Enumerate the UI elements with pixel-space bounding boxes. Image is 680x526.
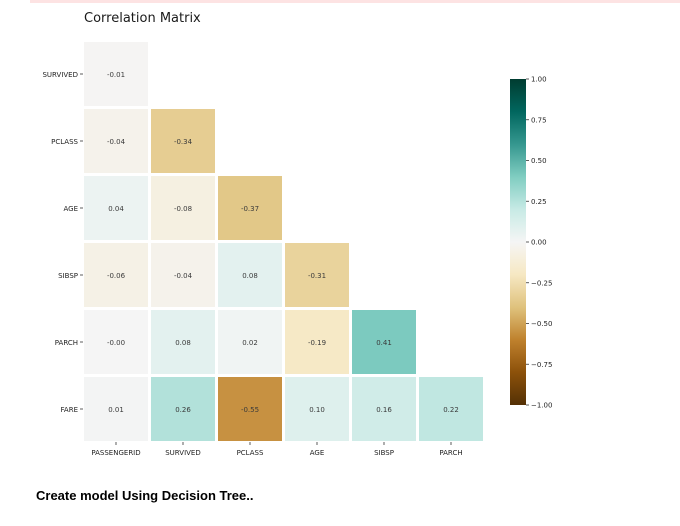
column-label: PASSENGERID <box>91 449 140 457</box>
cell-value-label: 0.02 <box>242 339 258 347</box>
cell-value-label: 0.08 <box>175 339 191 347</box>
heatmap-cell <box>419 377 483 441</box>
colorbar-gradient <box>510 79 526 405</box>
cell-value-label: -0.04 <box>107 138 126 146</box>
cell-value-label: -0.06 <box>107 272 126 280</box>
column-label: SURVIVED <box>165 449 201 457</box>
column-labels: PASSENGERID SURVIVED PCLASS AGE SIBSP PARCH <box>91 442 463 457</box>
cell-value-label: 0.04 <box>108 205 124 213</box>
heatmap-cell <box>285 377 349 441</box>
heatmap-cell <box>151 109 215 173</box>
top-divider <box>30 0 680 3</box>
cell-value-label: 0.22 <box>443 406 459 414</box>
heatmap-cell <box>352 310 416 374</box>
heatmap-cell <box>84 109 148 173</box>
column-label: PCLASS <box>237 449 264 457</box>
colorbar-tick-label: 1.00 <box>531 76 547 84</box>
section-heading: Create model Using Decision Tree.. <box>36 488 254 503</box>
heatmap-cell <box>352 377 416 441</box>
colorbar-tick-label: −1.00 <box>531 402 552 410</box>
colorbar-tick-label: −0.75 <box>531 361 552 369</box>
cell-value-label: -0.31 <box>308 272 326 280</box>
heatmap-cell <box>84 243 148 307</box>
cell-value-label: 0.10 <box>309 406 325 414</box>
row-label: PCLASS <box>51 138 78 146</box>
cell-value-label: 0.16 <box>376 406 392 414</box>
heatmap-cell <box>151 377 215 441</box>
cell-value-label: -0.04 <box>174 272 193 280</box>
column-label: PARCH <box>439 449 462 457</box>
heatmap-cell <box>151 176 215 240</box>
heatmap-cell <box>151 310 215 374</box>
colorbar-tick-label: 0.75 <box>531 116 547 124</box>
colorbar: 1.00 0.75 0.50 0.25 0.00 −0.25 −0.50 −0.75 −1.00 <box>510 76 552 410</box>
cell-value-label: 0.01 <box>108 406 124 414</box>
colorbar-tick-label: 0.50 <box>531 157 547 165</box>
column-label: SIBSP <box>374 449 394 457</box>
cell-value-label: 0.26 <box>175 406 191 414</box>
cell-value-label: 0.08 <box>242 272 258 280</box>
cell-value-label: -0.34 <box>174 138 193 146</box>
chart-title: Correlation Matrix <box>84 11 201 26</box>
row-labels: SURVIVED PCLASS AGE SIBSP PARCH FARE <box>42 71 83 414</box>
cell-value-label: -0.37 <box>241 205 259 213</box>
heatmap-cell <box>84 42 148 106</box>
cell-value-label: -0.55 <box>241 406 259 414</box>
cell-value-label: 0.41 <box>376 339 392 347</box>
colorbar-tick-label: 0.25 <box>531 198 547 206</box>
column-label: AGE <box>310 449 325 457</box>
cell-value-label: -0.00 <box>107 339 125 347</box>
heatmap-cells: -0.01 -0.04 -0.34 0.04 -0.08 -0.37 -0.06 -0.04 0… <box>84 42 483 441</box>
heatmap-cell <box>84 377 148 441</box>
colorbar-tick-label: −0.25 <box>531 279 552 287</box>
row-label: FARE <box>61 406 78 414</box>
cell-value-label: -0.01 <box>107 71 125 79</box>
colorbar-tick-label: −0.50 <box>531 320 552 328</box>
heatmap-cell <box>218 310 282 374</box>
heatmap-cell <box>84 176 148 240</box>
heatmap-cell <box>218 176 282 240</box>
heatmap-cell <box>84 310 148 374</box>
row-label: PARCH <box>55 339 78 347</box>
correlation-heatmap: Correlation Matrix -0.01-0.04 -0.340.04 -0… <box>42 11 552 457</box>
row-label: SIBSP <box>58 272 78 280</box>
heatmap-cell <box>151 243 215 307</box>
colorbar-tick-label: 0.00 <box>531 239 547 247</box>
heatmap-cell <box>285 310 349 374</box>
row-label: SURVIVED <box>42 71 78 79</box>
heatmap-cell <box>218 243 282 307</box>
cell-value-label: -0.19 <box>308 339 326 347</box>
heatmap-cell <box>218 377 282 441</box>
cell-value-label: -0.08 <box>174 205 192 213</box>
heatmap-cell <box>285 243 349 307</box>
row-label: AGE <box>63 205 78 213</box>
